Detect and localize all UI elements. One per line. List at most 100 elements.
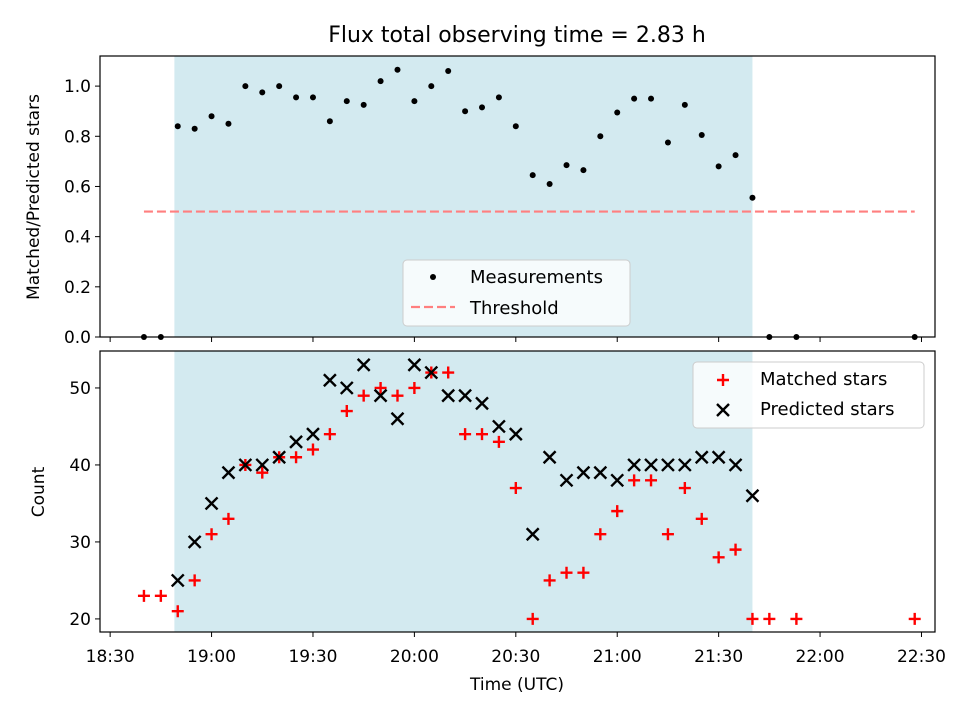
bottom-plot-panel: 20 30 40 50 18:30 19:00 19:30 20:00 20:30 21:00 21…: [69, 350, 946, 667]
matched-star-point: [442, 366, 455, 379]
predicted-star-point: [508, 427, 523, 441]
predicted-star-point: [170, 573, 185, 588]
matched-star-point: [543, 574, 556, 587]
matched-star-point: [661, 528, 674, 541]
x-tick-label: 22:00: [796, 647, 845, 667]
matched-star-point: [628, 474, 641, 487]
predicted-star-point: [728, 458, 743, 472]
matched-star-point: [290, 451, 303, 464]
bottom-axes-frame: [99, 350, 936, 633]
measurement-point: [394, 66, 401, 73]
predicted-star-point: [593, 465, 608, 480]
measurement-point: [732, 152, 739, 159]
matched-star-point: [256, 466, 269, 479]
predicted-star-point: [711, 450, 726, 465]
matched-star-point: [340, 405, 353, 418]
x-axis-label: Time (UTC): [469, 675, 564, 695]
measurement-point: [225, 120, 232, 127]
measurement-point: [445, 68, 452, 75]
measurement-point: [698, 132, 705, 139]
predicted-star-point: [525, 527, 540, 542]
x-tick-label: 19:00: [187, 647, 236, 667]
matched-star-point: [476, 428, 489, 441]
measurement-point: [242, 83, 249, 90]
bottom-legend: Matched stars Predicted stars: [692, 361, 925, 429]
measurement-point: [681, 101, 688, 108]
matched-star-point: [678, 482, 691, 495]
measurement-point: [208, 113, 215, 120]
matched-star-point: [509, 482, 522, 495]
top-y-tick-label: 0.4: [64, 228, 91, 248]
matched-star-point: [171, 605, 184, 618]
matched-star-point: [611, 505, 624, 518]
measurement-point: [462, 108, 469, 115]
measurement-point: [529, 172, 536, 179]
matched-star-point: [459, 428, 472, 441]
predicted-star-point: [323, 373, 337, 388]
measurement-point: [546, 180, 553, 187]
top-y-tick-label: 0.6: [64, 177, 91, 197]
predicted-star-point: [289, 434, 303, 449]
measurement-point: [293, 94, 300, 101]
matched-star-point: [408, 381, 421, 394]
predicted-star-point: [306, 427, 320, 441]
predicted-star-point: [390, 411, 405, 426]
measurement-point: [631, 95, 638, 102]
matched-star-point: [391, 389, 404, 402]
predicted-star-point: [559, 473, 574, 488]
bottom-y-tick-label: 50: [69, 379, 91, 399]
predicted-star-point: [627, 458, 641, 472]
predicted-star-point: [441, 388, 456, 403]
predicted-star-point: [356, 358, 371, 372]
measurement-point: [563, 162, 570, 169]
legend-predicted-label: Predicted stars: [760, 399, 894, 420]
predicted-star-point: [694, 450, 709, 465]
predicted-star-point: [610, 473, 625, 488]
matched-star-point: [594, 528, 607, 541]
x-tick-label: 18:30: [86, 647, 135, 667]
matched-star-point: [712, 551, 725, 564]
predicted-star-point: [677, 458, 692, 472]
measurement-point: [174, 123, 181, 130]
predicted-star-point: [373, 388, 388, 403]
predicted-star-point: [542, 450, 557, 465]
matched-star-point: [374, 381, 387, 394]
predicted-star-point: [661, 458, 675, 472]
top-y-tick-label: 0.8: [64, 127, 91, 147]
matched-star-point: [188, 574, 201, 587]
matched-star-point: [560, 566, 573, 579]
predicted-star-point: [576, 465, 591, 480]
measurement-point: [664, 139, 671, 146]
matched-star-point: [645, 474, 658, 487]
matched-star-point: [695, 512, 708, 525]
measurement-point: [343, 98, 350, 105]
measurement-point: [479, 104, 486, 111]
legend-measurement-marker: [430, 274, 436, 280]
legend-threshold-label: Threshold: [469, 298, 559, 319]
matched-star-point: [306, 443, 319, 456]
predicted-star-point: [492, 419, 506, 434]
measurement-point: [259, 89, 266, 96]
predicted-star-point: [407, 358, 422, 372]
matched-star-point: [746, 612, 759, 625]
legend-matched-marker: [717, 374, 729, 386]
predicted-star-point: [424, 365, 439, 380]
matched-star-point: [790, 612, 803, 625]
measurement-point: [614, 109, 621, 116]
measurement-point: [326, 118, 333, 125]
matched-star-point: [357, 389, 370, 402]
matched-star-point: [526, 612, 539, 625]
matched-star-point: [492, 435, 505, 448]
matched-star-point: [323, 428, 336, 441]
measurement-point: [360, 101, 367, 108]
bottom-y-tick-label: 30: [69, 533, 91, 553]
measurement-point: [597, 133, 604, 140]
matched-star-point: [154, 589, 167, 602]
legend-predicted-marker: [716, 403, 730, 417]
top-legend: Measurements Threshold: [402, 259, 631, 327]
predicted-star-point: [221, 465, 236, 480]
matched-star-point: [763, 612, 776, 625]
measurement-point: [648, 95, 655, 102]
measurement-point: [276, 83, 283, 90]
top-y-axis-label: Matched/Predicted stars: [24, 94, 44, 300]
